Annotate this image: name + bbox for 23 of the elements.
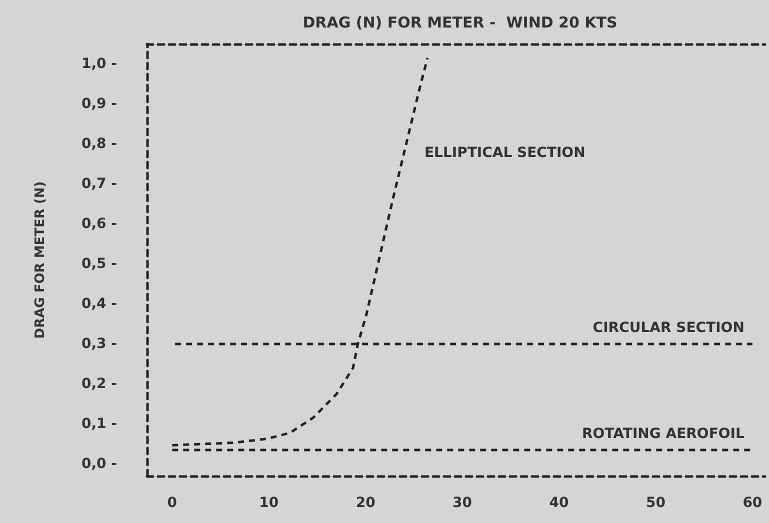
x-tick-label: 20 — [356, 495, 376, 511]
y-tick-label: 0,8 - — [82, 136, 118, 152]
y-tick-label: 0,4 - — [82, 296, 118, 312]
y-axis-title: DRAG FOR METER (N) — [33, 181, 48, 339]
y-tick-label: 0,1 - — [82, 416, 118, 432]
series-label: ROTATING AEROFOIL — [582, 426, 744, 442]
x-tick-label: 50 — [646, 495, 666, 511]
y-tick-label: 0,7 - — [82, 176, 118, 192]
series-label: CIRCULAR SECTION — [592, 320, 744, 336]
x-tick-label: 60 — [742, 495, 762, 511]
y-tick-label: 0,3 - — [82, 336, 118, 352]
y-tick-label: 0,0 - — [82, 456, 118, 472]
x-tick-label: 10 — [259, 495, 279, 511]
chart-title: DRAG (N) FOR METER - WIND 20 KTS — [302, 14, 618, 32]
y-tick-label: 0,5 - — [82, 256, 118, 272]
y-tick-label: 0,2 - — [82, 376, 118, 392]
x-tick-label: 0 — [167, 495, 178, 511]
y-tick-label: 0,9 - — [82, 96, 118, 112]
y-tick-label: 0,6 - — [82, 216, 118, 232]
x-tick-label: 40 — [549, 495, 569, 511]
series-label: ELLIPTICAL SECTION — [424, 145, 586, 161]
y-tick-label: 1,0 - — [82, 56, 118, 72]
x-tick-label: 30 — [452, 495, 472, 511]
